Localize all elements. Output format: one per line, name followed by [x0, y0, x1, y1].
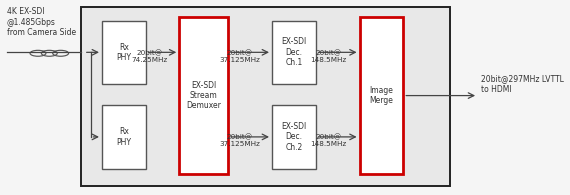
Text: 20bit@
148.5MHz: 20bit@ 148.5MHz: [311, 134, 347, 147]
Text: 20bit@
37.125MHz: 20bit@ 37.125MHz: [219, 49, 260, 63]
Bar: [102, 105, 146, 169]
Text: Rx
PHY: Rx PHY: [116, 127, 131, 147]
Text: 4K EX-SDI
@1.485Gbps
from Camera Side: 4K EX-SDI @1.485Gbps from Camera Side: [6, 7, 76, 37]
Text: 20bit@297MHz LVTTL
to HDMI: 20bit@297MHz LVTTL to HDMI: [481, 74, 564, 94]
Bar: [360, 17, 404, 174]
Text: 20bit@
74.25MHz: 20bit@ 74.25MHz: [131, 49, 168, 63]
Bar: [272, 21, 316, 84]
Text: 20bit@
148.5MHz: 20bit@ 148.5MHz: [311, 49, 347, 63]
Text: Image
Merge: Image Merge: [369, 86, 393, 105]
Bar: [272, 105, 316, 169]
Text: EX-SDI
Stream
Demuxer: EX-SDI Stream Demuxer: [186, 81, 221, 111]
Text: EX-SDI
Dec.
Ch.1: EX-SDI Dec. Ch.1: [281, 37, 307, 67]
Bar: [82, 7, 450, 186]
Text: EX-SDI
Dec.
Ch.2: EX-SDI Dec. Ch.2: [281, 122, 307, 152]
Text: 20bit@
37.125MHz: 20bit@ 37.125MHz: [219, 134, 260, 147]
Text: Rx
PHY: Rx PHY: [116, 43, 131, 62]
Bar: [102, 21, 146, 84]
Bar: [179, 17, 228, 174]
